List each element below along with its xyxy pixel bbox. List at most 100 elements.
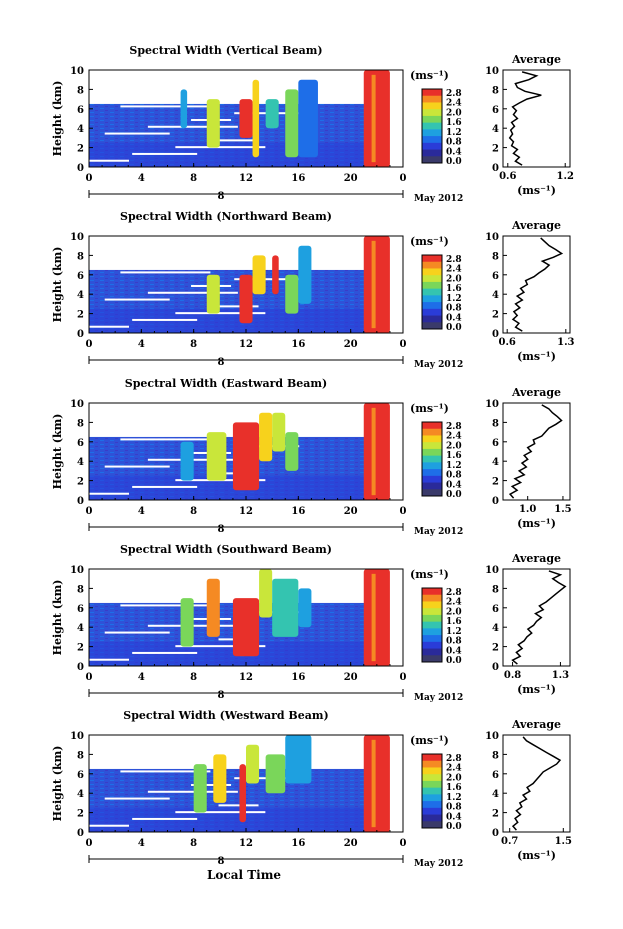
profile-y-tick-label: 8 bbox=[492, 418, 499, 429]
colorbar-tick-label: 2.4 bbox=[446, 764, 462, 774]
colorbar-frame bbox=[421, 753, 443, 829]
colorbar-tick-label: 0.4 bbox=[446, 480, 462, 490]
colorbar-swatch bbox=[422, 136, 442, 144]
colorbar-tick-label: 0.8 bbox=[446, 304, 462, 314]
colorbar-tick-label: 1.2 bbox=[446, 128, 462, 138]
heatmap-echo bbox=[285, 89, 299, 158]
colorbar-swatch bbox=[422, 588, 442, 596]
heatmap-echo bbox=[298, 588, 312, 628]
colorbar-tick-label: 2.8 bbox=[446, 89, 462, 99]
heatmap-gap bbox=[89, 492, 129, 495]
x-tick-label: 0 bbox=[86, 173, 93, 184]
x-tick-label: 12 bbox=[239, 173, 253, 184]
colorbar-tick-label: 1.6 bbox=[446, 617, 462, 627]
colorbar-tick-label: 0.0 bbox=[446, 490, 462, 500]
colorbar-swatch bbox=[422, 102, 442, 110]
heatmap-echo bbox=[371, 573, 376, 662]
heatmap-echo bbox=[180, 441, 194, 481]
heatmap-gap bbox=[147, 291, 238, 294]
colorbar-tick-label: 0.4 bbox=[446, 812, 462, 822]
colorbar-frame bbox=[421, 254, 443, 330]
y-axis-title: Height (km) bbox=[51, 580, 64, 656]
colorbar-swatch bbox=[422, 89, 442, 97]
profile-frame bbox=[502, 568, 571, 667]
y-tick-label: 2 bbox=[77, 809, 84, 820]
colorbar-swatch bbox=[422, 455, 442, 463]
colorbar-swatch bbox=[422, 422, 442, 430]
profile-frame bbox=[502, 734, 571, 833]
date-label: May 2012 bbox=[414, 194, 463, 204]
y-tick-label: 4 bbox=[77, 457, 84, 468]
x-tick-label: 8 bbox=[190, 506, 197, 517]
colorbar-swatch bbox=[422, 95, 442, 103]
colorbar-swatch bbox=[422, 780, 442, 789]
y-tick-label: 10 bbox=[70, 232, 84, 243]
colorbar-swatch bbox=[422, 608, 442, 616]
colorbar-tick-label: 2.4 bbox=[446, 265, 462, 275]
y-tick-label: 0 bbox=[77, 828, 84, 839]
colorbar-swatch bbox=[422, 807, 442, 816]
profile-x-tick-label: 0.7 bbox=[501, 836, 518, 847]
x-tick-label: 16 bbox=[291, 672, 305, 683]
profile-y-tick-label: 10 bbox=[485, 731, 499, 742]
heatmap-echo bbox=[363, 403, 390, 500]
profile-y-tick-label: 2 bbox=[492, 809, 499, 820]
x-tick-label: 4 bbox=[138, 672, 145, 683]
x-tick-label: 20 bbox=[344, 838, 358, 849]
colorbar-swatch bbox=[422, 489, 442, 497]
colorbar-tick-label: 0.8 bbox=[446, 803, 462, 813]
heatmap-echo bbox=[285, 432, 299, 471]
x-tick-label: 8 bbox=[190, 672, 197, 683]
day-label: 8 bbox=[218, 690, 225, 701]
profile-line bbox=[511, 570, 567, 665]
colorbar-swatch bbox=[422, 601, 442, 609]
heatmap-echo bbox=[272, 578, 299, 637]
profile-y-tick-label: 2 bbox=[492, 310, 499, 321]
heatmap-echo bbox=[180, 89, 188, 129]
profile-x-tick-label: 1.3 bbox=[552, 670, 569, 681]
colorbar-tick-label: 1.6 bbox=[446, 451, 462, 461]
heatmap-gap bbox=[104, 298, 170, 301]
colorbar-swatch bbox=[422, 767, 442, 775]
heatmap-gap bbox=[218, 305, 259, 308]
y-tick-label: 2 bbox=[77, 310, 84, 321]
colorbar-swatch bbox=[422, 821, 442, 829]
heatmap-echo bbox=[232, 422, 260, 491]
heatmap-gap bbox=[89, 325, 129, 328]
colorbar-frame bbox=[421, 88, 443, 164]
heatmap-echo bbox=[239, 764, 246, 823]
colorbar-units: (ms⁻¹) bbox=[410, 69, 449, 82]
profile-y-tick-label: 2 bbox=[492, 144, 499, 155]
y-tick-label: 8 bbox=[77, 750, 84, 761]
colorbar-tick-label: 0.0 bbox=[446, 656, 462, 666]
colorbar-tick-label: 1.6 bbox=[446, 783, 462, 793]
colorbar-units: (ms⁻¹) bbox=[410, 734, 449, 747]
heatmap-gap bbox=[89, 658, 129, 661]
y-axis-title: Height (km) bbox=[51, 81, 64, 157]
colorbar-tick-label: 1.6 bbox=[446, 284, 462, 294]
heatmap-echo bbox=[285, 735, 312, 784]
colorbar-tick-label: 2.0 bbox=[446, 274, 462, 284]
y-tick-label: 10 bbox=[70, 399, 84, 410]
profile-y-tick-label: 0 bbox=[492, 163, 499, 174]
profile-line bbox=[511, 237, 564, 332]
x-tick-label: 16 bbox=[291, 339, 305, 350]
profile-frame bbox=[502, 402, 571, 501]
heatmap-gap bbox=[89, 159, 129, 162]
profile-frame bbox=[502, 69, 571, 168]
y-tick-label: 2 bbox=[77, 144, 84, 155]
colorbar-swatch bbox=[422, 281, 442, 290]
heatmap-gap bbox=[120, 271, 211, 274]
profile-x-tick-label: 0.6 bbox=[498, 337, 515, 348]
colorbar-tick-label: 2.0 bbox=[446, 441, 462, 451]
y-tick-label: 6 bbox=[77, 770, 84, 781]
y-tick-label: 8 bbox=[77, 584, 84, 595]
colorbar-tick-label: 0.0 bbox=[446, 822, 462, 832]
heatmap-gap bbox=[104, 631, 170, 634]
heatmap-gap bbox=[175, 312, 266, 315]
heatmap-gap bbox=[175, 811, 266, 814]
colorbar-swatch bbox=[422, 794, 442, 802]
colorbar-swatch bbox=[422, 754, 442, 762]
colorbar-swatch bbox=[422, 115, 442, 124]
